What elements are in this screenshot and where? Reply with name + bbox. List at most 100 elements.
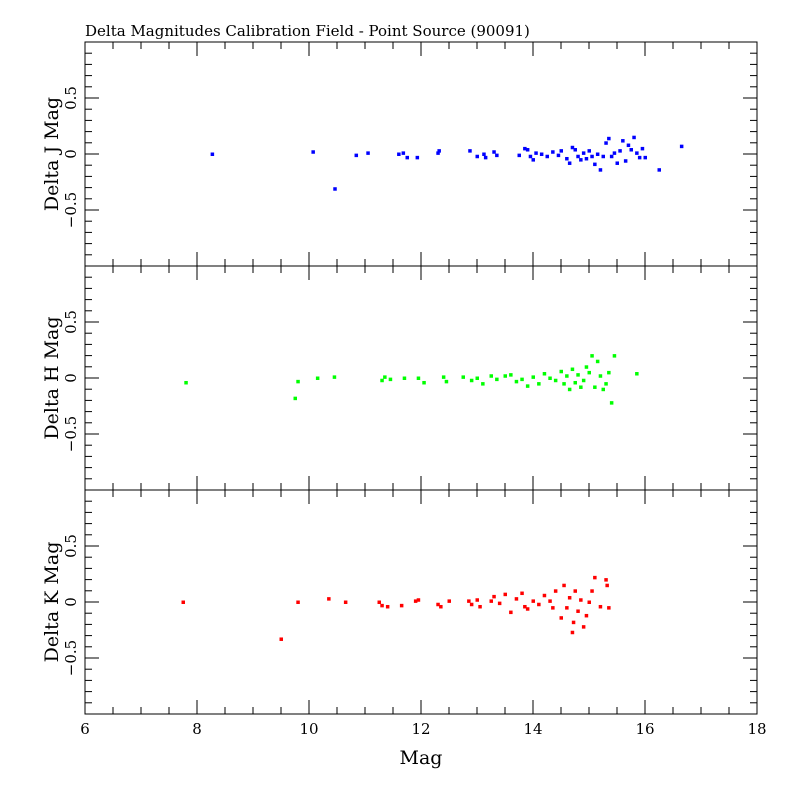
data-point [469,602,474,607]
data-point [509,373,513,377]
data-point [573,380,577,385]
data-point [618,149,622,153]
data-point [497,601,502,606]
y-tick-label: −0.5 [62,416,80,452]
data-point [525,607,530,611]
data-point [327,597,331,601]
y-tick-label: 0 [62,373,80,383]
data-point [402,376,407,380]
data-point [528,154,533,159]
data-point [525,148,530,152]
data-point [366,151,370,155]
data-point [573,148,577,152]
data-point [559,369,563,374]
data-point [181,600,185,604]
data-point [444,379,449,384]
data-point [537,602,541,607]
data-point [520,377,524,382]
data-point [590,589,594,593]
data-point [576,154,580,159]
data-point [523,146,527,151]
data-point [604,382,608,386]
x-axis-label: Mag [400,747,443,769]
data-point [559,616,563,620]
data-point [542,593,547,598]
data-point [581,378,586,383]
data-point [483,155,488,160]
data-point [559,149,563,153]
x-tick-label: 14 [523,720,542,738]
data-point [604,141,608,145]
data-point [587,370,591,375]
data-point [184,380,188,385]
data-point [537,382,541,386]
data-point [573,589,577,593]
data-point [495,377,499,382]
data-point [397,152,401,156]
data-point [565,374,569,378]
data-point [422,380,426,385]
data-point [679,144,684,149]
data-point [503,374,507,378]
data-point [562,382,566,386]
data-point [607,370,611,375]
data-point [482,152,486,156]
data-point [377,600,381,604]
data-point [293,396,297,401]
data-point [542,372,547,376]
data-point [584,365,589,369]
data-point [539,152,544,156]
data-point [593,575,597,580]
data-point [405,155,409,160]
y-tick-label: 0.5 [62,310,80,334]
data-point [311,150,315,154]
y-tick-label: 0 [62,149,80,159]
data-point [571,620,576,625]
data-point [531,375,535,379]
data-point [584,156,589,161]
plot-frame [84,265,758,491]
y-tick-label: 0.5 [62,534,80,558]
data-point [605,583,609,588]
data-point [380,378,384,383]
data-point [584,613,589,618]
data-point [623,159,628,163]
data-point [388,377,393,382]
data-point [401,151,406,155]
data-point [553,378,558,383]
data-point [531,158,535,162]
data-point [590,154,594,159]
data-point [598,168,603,172]
data-point [587,149,591,153]
data-point [612,151,617,155]
data-point [598,374,603,378]
data-point [489,599,493,603]
data-point [436,602,440,607]
data-point [551,150,555,154]
data-point [553,589,558,593]
data-point [461,375,465,379]
data-point [468,149,472,153]
data-point [469,378,474,383]
data-point [437,149,441,153]
x-tick-label: 16 [635,720,654,738]
data-point [657,168,661,172]
data-point [416,376,421,380]
data-point [489,374,493,378]
data-point [399,603,404,608]
x-tick-label: 6 [80,720,90,738]
data-point [492,594,496,599]
data-point [475,154,479,159]
data-point [517,153,521,158]
data-point [343,600,348,604]
data-point [385,604,390,609]
data-point [576,373,580,377]
data-point [601,387,605,392]
x-tick-label: 18 [747,720,766,738]
y-axis-label: Delta J Mag [41,97,63,211]
x-tick-label: 10 [299,720,318,738]
